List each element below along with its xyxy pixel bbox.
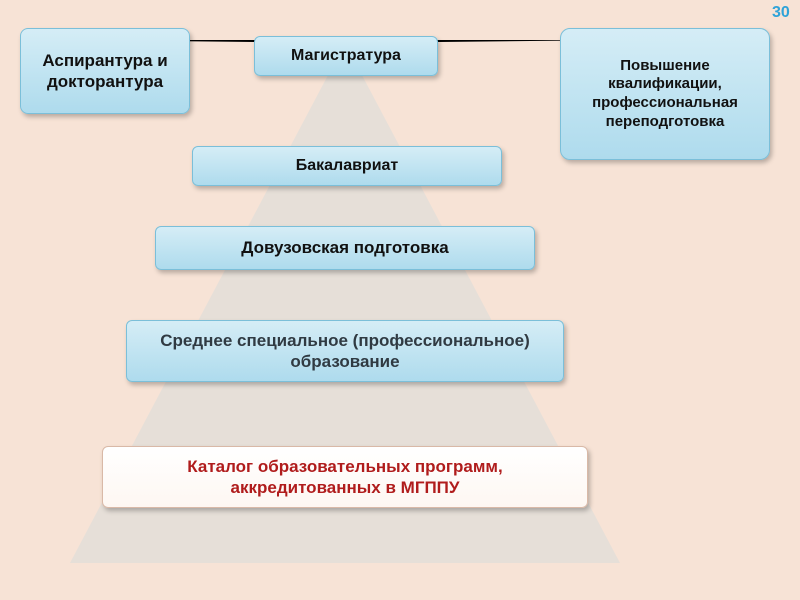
box-katalog: Каталог образовательных программ, аккред… <box>102 446 588 508</box>
box-aspirantura: Аспирантура и докторантура <box>20 28 190 114</box>
diagram-canvas: Аспирантура и докторантура Магистратура … <box>0 0 800 600</box>
box-magistratura-label: Магистратура <box>291 46 401 66</box>
box-dovuz-label: Довузовская подготовка <box>241 237 448 258</box>
box-srednee-label: Среднее специальное (профессиональное) о… <box>137 330 553 373</box>
box-bakalavriat: Бакалавриат <box>192 146 502 186</box>
box-katalog-label: Каталог образовательных программ, аккред… <box>113 456 577 499</box>
box-magistratura: Магистратура <box>254 36 438 76</box>
box-povyshenie: Повышение квалификации, профессиональная… <box>560 28 770 160</box>
page-number: 30 <box>772 4 790 22</box>
box-aspirantura-label: Аспирантура и докторантура <box>31 50 179 93</box>
box-povyshenie-label: Повышение квалификации, профессиональная… <box>571 57 759 132</box>
box-dovuz: Довузовская подготовка <box>155 226 535 270</box>
box-bakalavriat-label: Бакалавриат <box>296 156 399 176</box>
box-srednee: Среднее специальное (профессиональное) о… <box>126 320 564 382</box>
